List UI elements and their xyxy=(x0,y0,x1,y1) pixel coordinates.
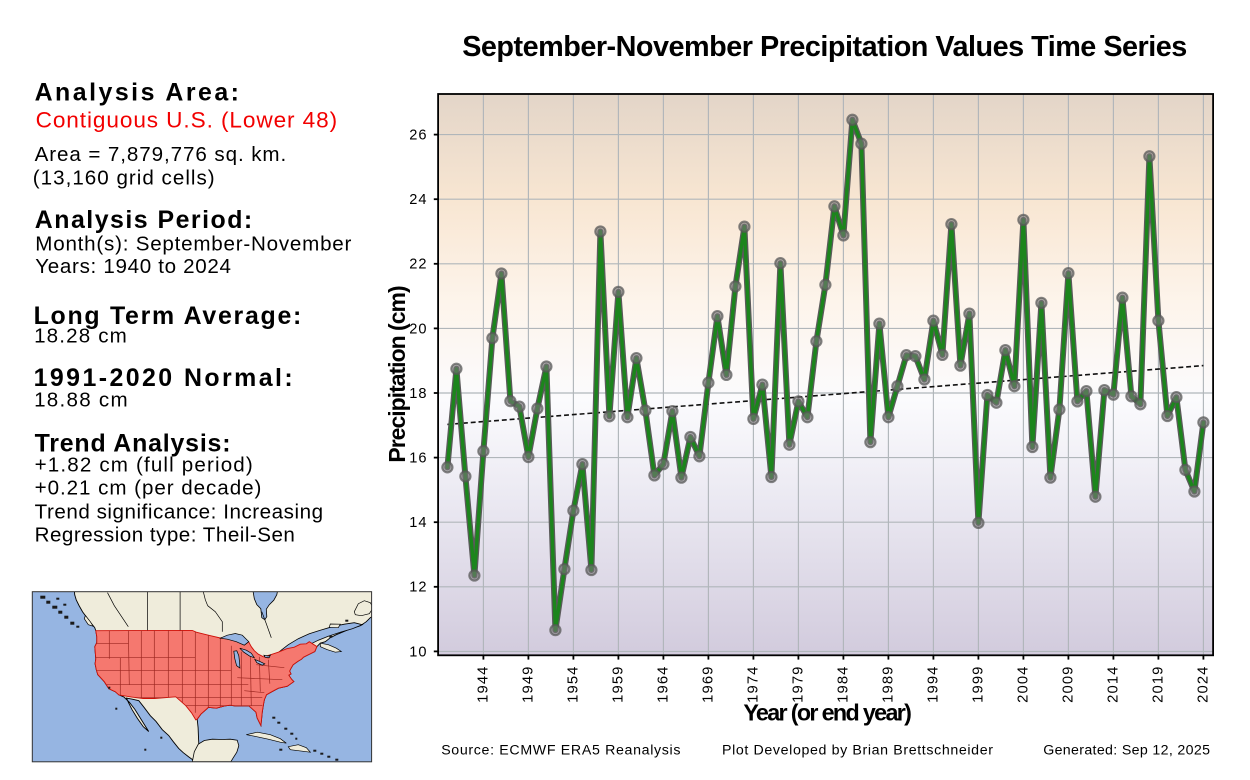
svg-text:1959: 1959 xyxy=(610,666,626,703)
svg-text:Analysis Period:: Analysis Period: xyxy=(35,206,254,234)
svg-text:12: 12 xyxy=(409,580,427,596)
svg-text:18.28 cm: 18.28 cm xyxy=(34,324,128,347)
svg-text:Precipitation (cm): Precipitation (cm) xyxy=(384,286,410,463)
svg-text:Generated: Sep 12, 2025: Generated: Sep 12, 2025 xyxy=(1043,742,1210,758)
svg-text:2004: 2004 xyxy=(1015,666,1031,703)
svg-text:September-November Precipitati: September-November Precipitation Values … xyxy=(462,31,1187,63)
svg-text:1974: 1974 xyxy=(745,666,761,703)
svg-text:1964: 1964 xyxy=(655,666,671,703)
svg-text:1949: 1949 xyxy=(520,666,536,703)
svg-text:Trend Analysis:: Trend Analysis: xyxy=(35,429,232,457)
svg-text:1989: 1989 xyxy=(880,666,896,703)
svg-text:Source: ECMWF ERA5 Reanalysis: Source: ECMWF ERA5 Reanalysis xyxy=(441,742,681,758)
svg-text:Years: 1940 to 2024: Years: 1940 to 2024 xyxy=(35,255,231,278)
svg-text:16: 16 xyxy=(409,451,427,467)
svg-text:Area = 7,879,776 sq. km.: Area = 7,879,776 sq. km. xyxy=(35,143,288,166)
svg-text:10: 10 xyxy=(409,644,427,660)
svg-text:1969: 1969 xyxy=(700,666,716,703)
svg-text:Trend significance: Increasing: Trend significance: Increasing xyxy=(35,500,324,523)
svg-text:1944: 1944 xyxy=(475,666,491,703)
svg-text:22: 22 xyxy=(409,257,427,273)
svg-text:1954: 1954 xyxy=(565,666,581,703)
svg-text:2024: 2024 xyxy=(1195,666,1211,703)
svg-text:2009: 2009 xyxy=(1060,666,1076,703)
svg-text:+0.21 cm (per decade): +0.21 cm (per decade) xyxy=(35,477,263,500)
svg-text:Plot Developed by Brian Bretts: Plot Developed by Brian Brettschneider xyxy=(722,742,994,758)
svg-text:1994: 1994 xyxy=(925,666,941,703)
svg-text:(13,160 grid cells): (13,160 grid cells) xyxy=(33,167,216,190)
svg-text:Contiguous U.S. (Lower 48): Contiguous U.S. (Lower 48) xyxy=(36,108,338,133)
svg-text:1979: 1979 xyxy=(790,666,806,703)
svg-text:14: 14 xyxy=(409,515,427,531)
svg-text:26: 26 xyxy=(409,128,427,144)
svg-text:Analysis Area:: Analysis Area: xyxy=(35,79,242,107)
svg-text:2014: 2014 xyxy=(1105,666,1121,703)
svg-text:+1.82 cm (full period): +1.82 cm (full period) xyxy=(35,454,254,477)
svg-text:18: 18 xyxy=(409,386,427,402)
svg-text:Year (or end year): Year (or end year) xyxy=(743,700,911,726)
svg-text:Regression type: Theil-Sen: Regression type: Theil-Sen xyxy=(35,524,296,547)
svg-text:20: 20 xyxy=(409,321,427,337)
svg-text:24: 24 xyxy=(409,192,427,208)
svg-text:1984: 1984 xyxy=(835,666,851,703)
svg-text:18.88 cm: 18.88 cm xyxy=(34,388,129,411)
svg-text:Long Term Average:: Long Term Average: xyxy=(34,302,303,330)
svg-text:2019: 2019 xyxy=(1150,666,1166,703)
svg-text:Month(s): September-November: Month(s): September-November xyxy=(35,232,352,255)
svg-text:1991-2020 Normal:: 1991-2020 Normal: xyxy=(34,364,295,392)
svg-text:1999: 1999 xyxy=(970,666,986,703)
